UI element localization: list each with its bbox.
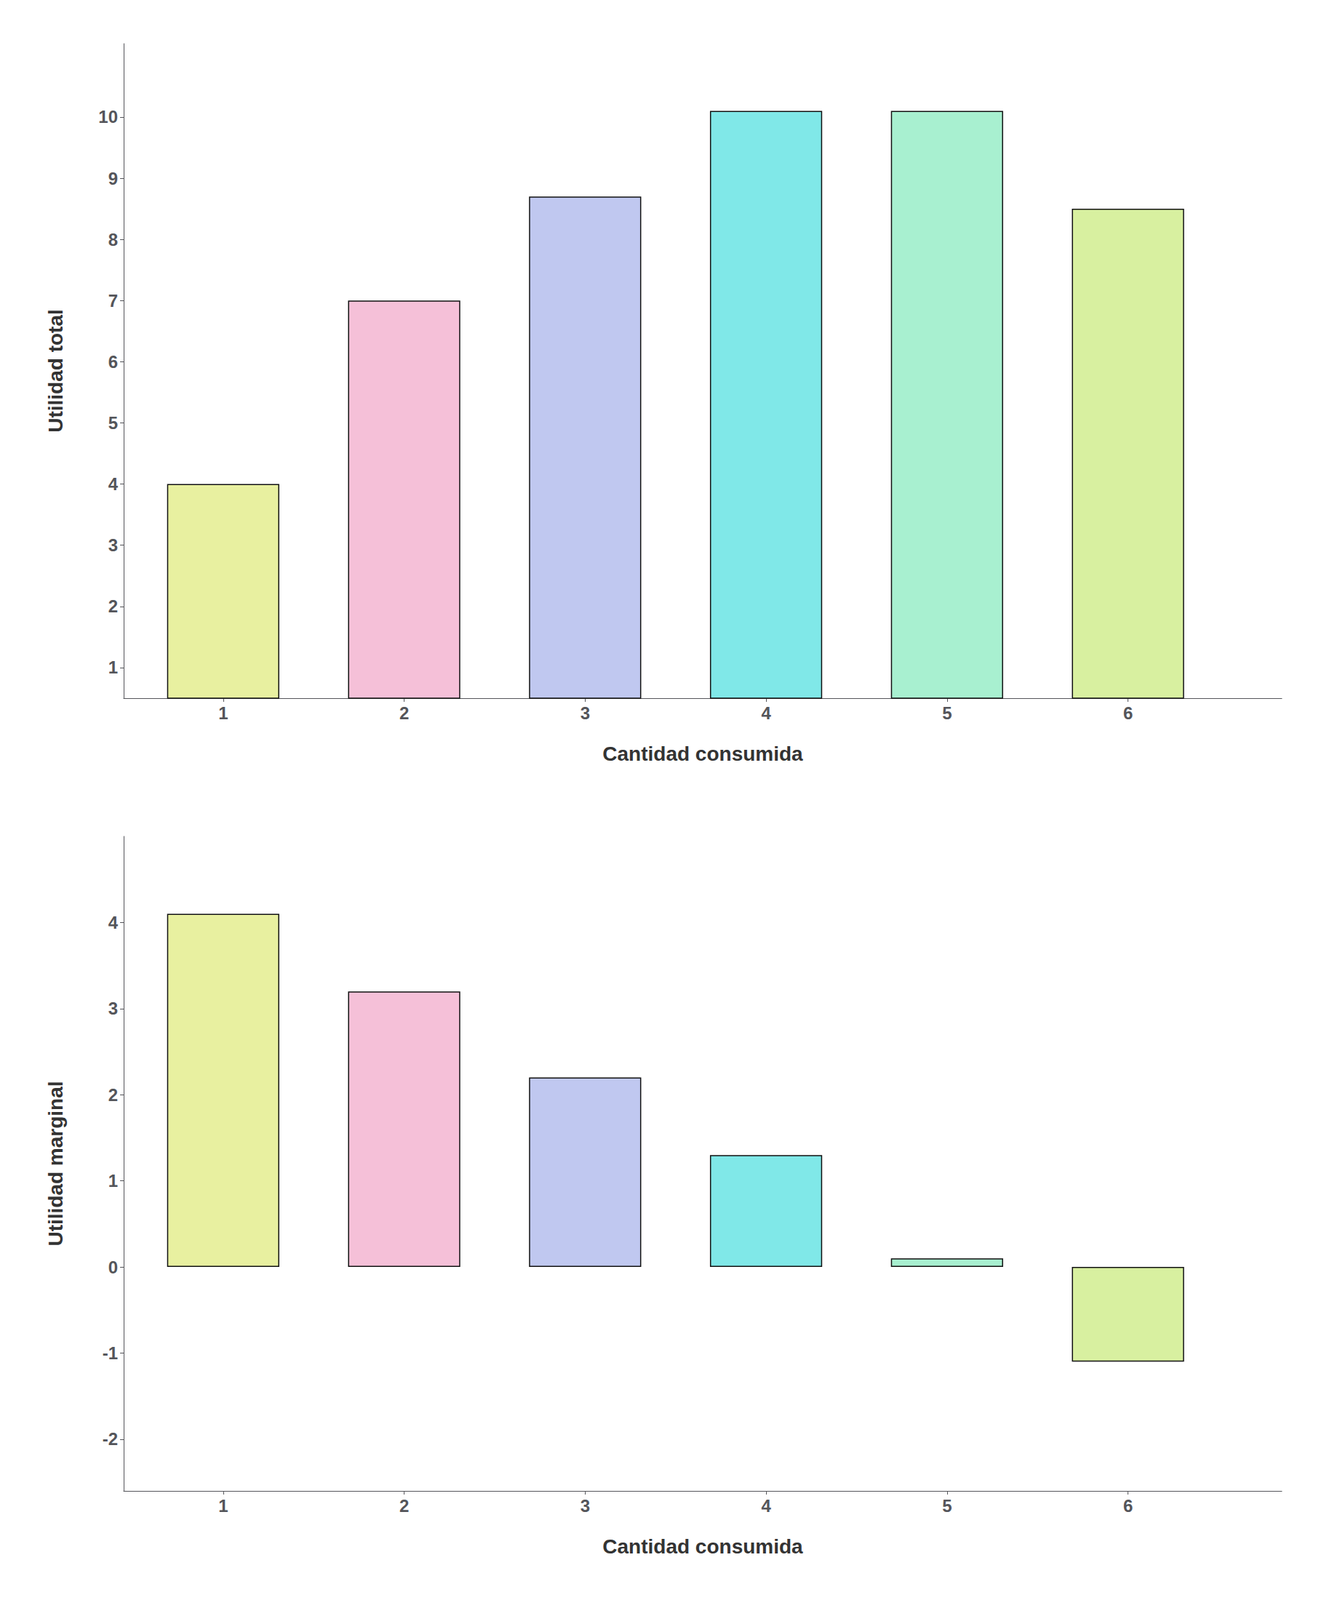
svg-text:3: 3 — [108, 535, 118, 556]
svg-text:6: 6 — [1123, 1496, 1133, 1517]
svg-text:3: 3 — [580, 703, 590, 724]
svg-text:8: 8 — [108, 229, 118, 250]
svg-text:3: 3 — [108, 998, 118, 1019]
svg-text:3: 3 — [580, 1496, 590, 1517]
svg-text:Cantidad consumida: Cantidad consumida — [602, 1535, 804, 1559]
svg-text:10: 10 — [98, 106, 118, 127]
svg-text:1: 1 — [218, 703, 228, 724]
svg-text:6: 6 — [108, 352, 118, 372]
svg-text:Utilidad total: Utilidad total — [44, 309, 67, 433]
svg-text:-1: -1 — [102, 1343, 118, 1364]
svg-text:4: 4 — [108, 912, 119, 933]
svg-text:2: 2 — [399, 1496, 409, 1517]
svg-text:0: 0 — [108, 1257, 118, 1278]
svg-text:-2: -2 — [102, 1429, 118, 1450]
svg-text:5: 5 — [108, 413, 118, 433]
svg-text:5: 5 — [942, 703, 952, 724]
svg-text:4: 4 — [108, 474, 119, 494]
svg-text:2: 2 — [108, 596, 118, 617]
svg-text:5: 5 — [942, 1496, 952, 1517]
svg-text:4: 4 — [760, 1496, 772, 1517]
svg-text:1: 1 — [108, 657, 118, 678]
svg-text:Cantidad consumida: Cantidad consumida — [602, 742, 804, 766]
svg-text:1: 1 — [218, 1496, 228, 1517]
svg-text:9: 9 — [108, 168, 118, 189]
svg-text:1: 1 — [108, 1171, 118, 1191]
svg-text:6: 6 — [1123, 703, 1133, 724]
svg-text:7: 7 — [108, 290, 118, 311]
svg-text:2: 2 — [108, 1085, 118, 1106]
svg-text:2: 2 — [399, 703, 409, 724]
svg-text:Utilidad marginal: Utilidad marginal — [44, 1081, 67, 1247]
svg-text:4: 4 — [760, 703, 772, 724]
